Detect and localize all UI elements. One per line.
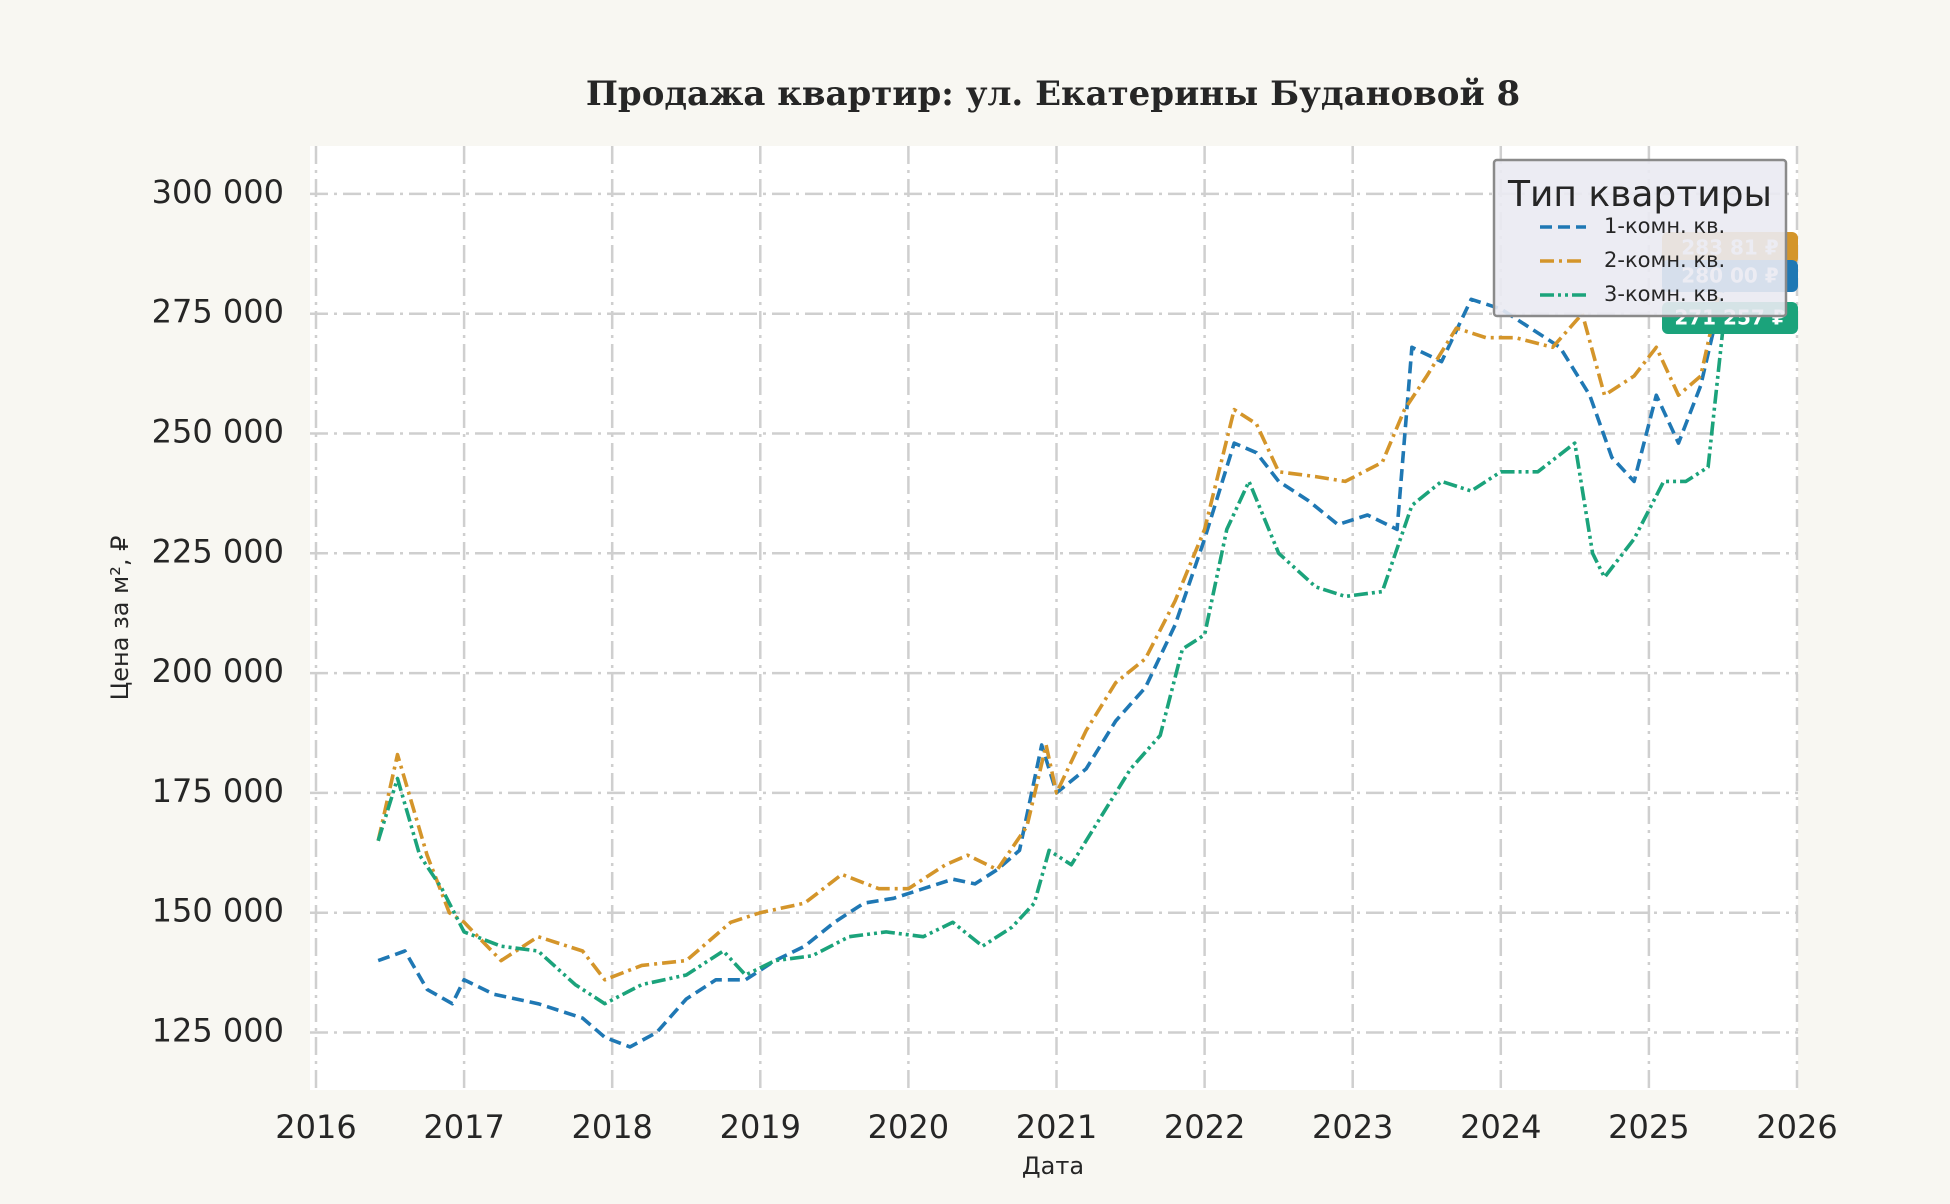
y-tick-label: 300 000: [152, 173, 284, 211]
y-tick-label: 200 000: [152, 652, 284, 690]
legend-box: [1492, 158, 1788, 318]
legend-label: 3-комн. кв.: [1604, 282, 1725, 306]
legend-label: 1-комн. кв.: [1604, 214, 1725, 238]
x-tick-label: 2018: [571, 1108, 652, 1146]
legend-label: 2-комн. кв.: [1604, 248, 1725, 272]
y-tick-label: 275 000: [152, 293, 284, 331]
y-tick-label: 175 000: [152, 772, 284, 810]
y-tick-labels: 125 000 150 000 175 000 200 000 225 000 250 0…: [152, 173, 284, 1050]
x-tick-label: 2021: [1016, 1108, 1097, 1146]
x-axis-label: Дата: [1022, 1152, 1084, 1180]
legend-items: 1-комн. кв. 2-комн. кв. 3-комн. кв.: [1540, 214, 1725, 306]
legend: Тип квартиры 1-комн. кв. 2-комн. кв. 3-ком…: [1492, 158, 1788, 318]
x-tick-label: 2025: [1608, 1108, 1689, 1146]
y-tick-label: 250 000: [152, 413, 284, 451]
x-tick-label: 2023: [1312, 1108, 1393, 1146]
x-tick-label: 2024: [1460, 1108, 1541, 1146]
y-tick-label: 150 000: [152, 892, 284, 930]
x-tick-label: 2019: [720, 1108, 801, 1146]
series-lines: [376, 275, 1725, 1049]
y-tick-label: 225 000: [152, 532, 284, 570]
x-tick-labels: 2016 2017 2018 2019 2020 2021 2022 2023 2024 2025…: [275, 1108, 1837, 1146]
y-tick-label: 125 000: [152, 1011, 284, 1049]
series-line-3: [376, 327, 1725, 1006]
chart-title: Продажа квартир: ул. Екатерины Будановой…: [586, 74, 1520, 114]
x-tick-label: 2020: [868, 1108, 949, 1146]
series-line-2: [376, 275, 1725, 982]
y-gridlines: [310, 192, 1798, 1034]
legend-item-3: 3-комн. кв.: [1540, 282, 1725, 306]
legend-item-2: 2-комн. кв.: [1540, 248, 1725, 272]
x-tick-label: 2016: [275, 1108, 356, 1146]
x-tick-label: 2022: [1164, 1108, 1245, 1146]
y-axis-label: Цена за м², ₽: [106, 536, 134, 701]
legend-title: Тип квартиры: [1507, 174, 1772, 215]
x-tick-label: 2017: [423, 1108, 504, 1146]
legend-item-1: 1-комн. кв.: [1540, 214, 1725, 238]
x-tick-label: 2026: [1756, 1108, 1837, 1146]
